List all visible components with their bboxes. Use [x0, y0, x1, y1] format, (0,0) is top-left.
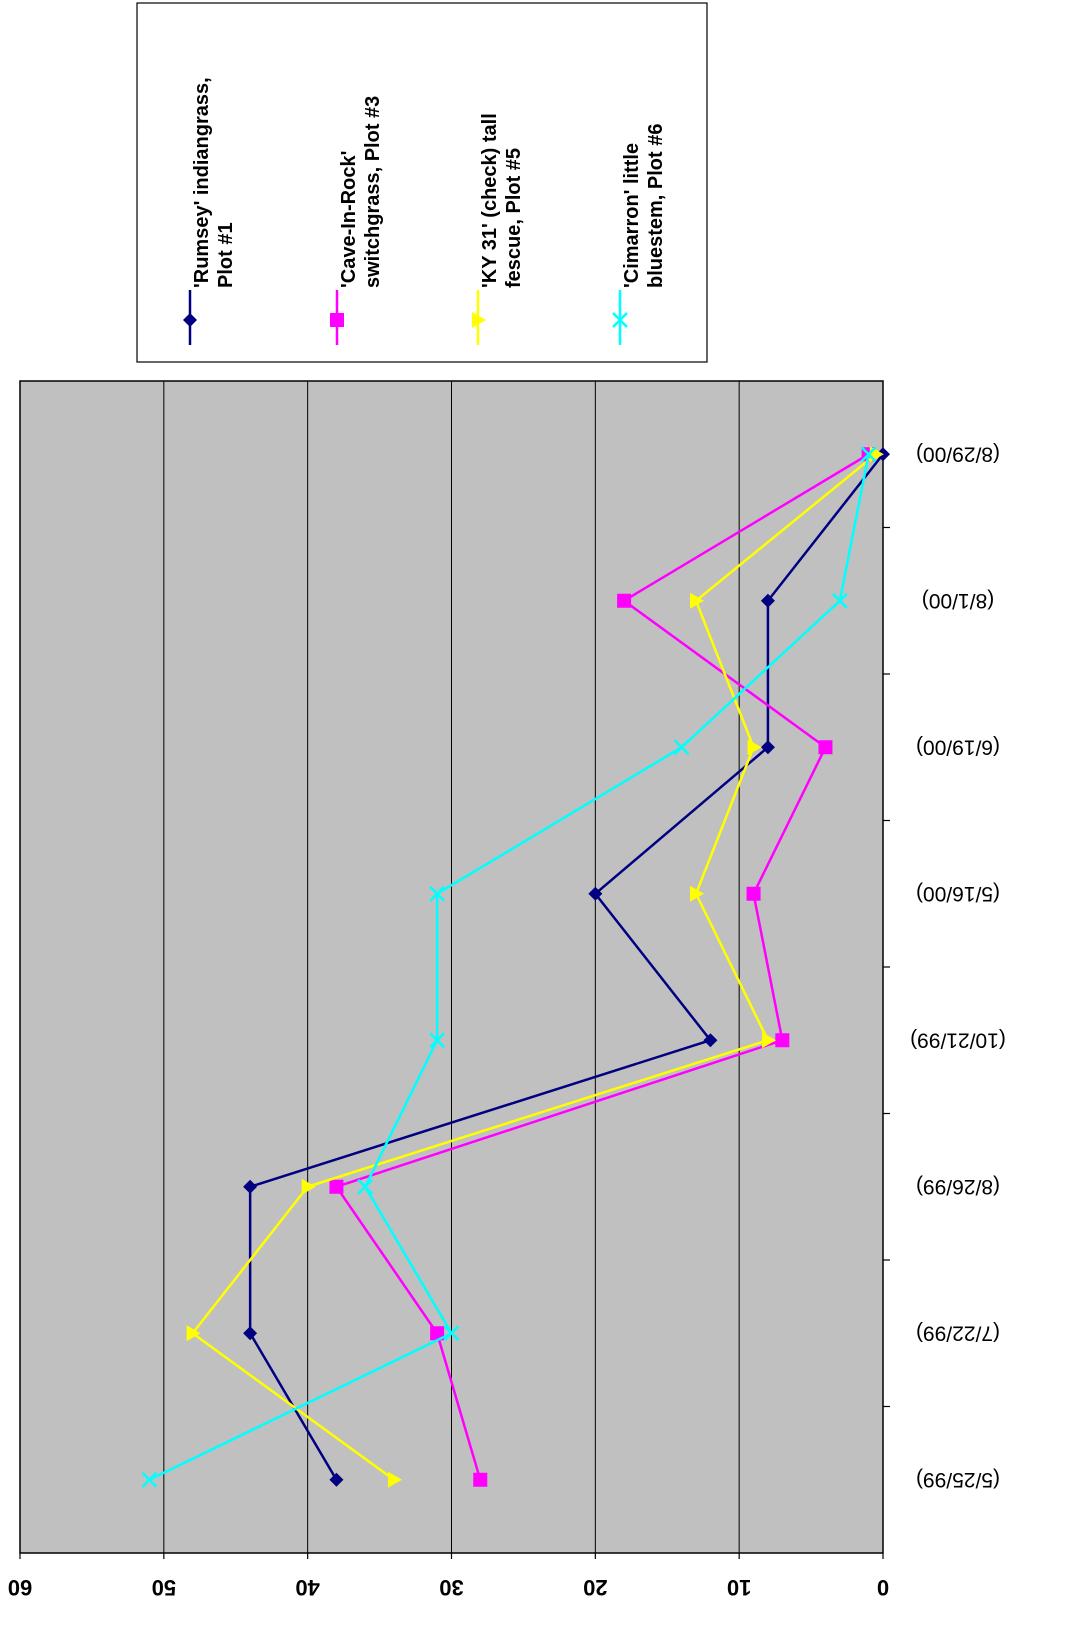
series-3-point — [761, 1032, 776, 1049]
legend-label-line: 'KY 31' (check) tall — [479, 113, 501, 288]
legend-marker — [472, 312, 486, 328]
x-tick-label: (5/25/99) — [916, 1468, 1000, 1491]
legend-label: 'Cave-In-Rock' switchgrass, Plot #3 — [338, 96, 384, 288]
series-2-point — [818, 740, 833, 755]
series-line-3 — [190, 453, 877, 1481]
legend-label-line: fescue, Plot #5 — [503, 148, 525, 288]
series-4-point — [860, 446, 877, 463]
legend-box — [136, 2, 708, 363]
legend-label: 'Cimarron' little bluestem, Plot #6 — [621, 124, 667, 289]
series-3-point — [301, 1178, 316, 1195]
series-layer — [141, 446, 890, 1488]
y-tick-label: 60 — [8, 1575, 32, 1600]
x-tick-label: (7/22/99) — [916, 1321, 1000, 1344]
legend-marker-stroke — [612, 312, 628, 328]
x-axis-tick-labels: (5/25/99) (7/22/99) (8/26/99) (10/21/99) (5/… — [910, 442, 1006, 1491]
series-1-point — [329, 1472, 344, 1487]
series-1-point — [243, 1326, 258, 1341]
legend-label: 'Rumsey' indiangrass, Plot #1 — [191, 77, 237, 288]
series-2-point — [617, 593, 632, 608]
series-4-point — [673, 739, 690, 756]
series-4-point-stroke — [443, 1325, 460, 1342]
gridlines — [163, 381, 740, 1553]
legend-label-line: bluestem, Plot #6 — [645, 124, 667, 289]
series-4-point-stroke — [860, 446, 877, 463]
series-4-point-stroke — [357, 1178, 374, 1195]
x-tick-label: (8/29/00) — [916, 442, 1000, 465]
series-1-point — [760, 593, 775, 608]
series-1-point — [760, 740, 775, 755]
y-tick-label: 30 — [439, 1575, 463, 1600]
series-4-point — [443, 1325, 460, 1342]
series-2-point — [329, 1179, 344, 1194]
x-tick-label: (10/21/99) — [910, 1028, 1006, 1051]
series-3-point — [747, 739, 762, 756]
y-tick-label: 10 — [727, 1575, 751, 1600]
series-4-point — [357, 1178, 374, 1195]
series-2-point — [775, 1033, 790, 1048]
series-4-point — [141, 1471, 158, 1488]
series-line-2 — [334, 453, 870, 1481]
series-4-point-stroke — [429, 1032, 446, 1049]
legend-label-line: 'Cave-In-Rock' — [338, 151, 360, 288]
x-tick-label: (8/26/99) — [916, 1175, 1000, 1198]
series-4-point — [429, 1032, 446, 1049]
legend-label-line: Plot #1 — [215, 222, 237, 288]
series-4-point — [429, 885, 446, 902]
legend-label: 'KY 31' (check) tall fescue, Plot #5 — [479, 113, 525, 288]
y-tick-label: 40 — [295, 1575, 319, 1600]
series-3-point — [186, 1325, 201, 1342]
series-4-point — [831, 592, 848, 609]
series-3-point — [690, 592, 705, 609]
legend-label-line: 'Cimarron' little — [621, 143, 643, 288]
legend-label-line: switchgrass, Plot #3 — [362, 96, 384, 288]
series-3-point — [690, 885, 705, 902]
x-tick-label: (6/19/00) — [916, 735, 1000, 758]
legend-marker — [612, 312, 628, 328]
axes — [19, 526, 890, 1559]
series-1-point — [243, 1179, 258, 1194]
series-line-1 — [248, 453, 884, 1481]
legend-marker — [183, 313, 197, 327]
series-2-point — [430, 1326, 445, 1341]
legend-label-line: 'Rumsey' indiangrass, — [191, 77, 213, 288]
y-axis-tick-labels: 0 10 20 30 40 50 60 — [8, 1575, 889, 1600]
x-tick-label: (5/16/00) — [916, 882, 1000, 905]
series-1-point — [588, 886, 603, 901]
series-4-point-stroke — [673, 739, 690, 756]
series-1-point — [703, 1033, 718, 1048]
y-tick-label: 20 — [583, 1575, 607, 1600]
series-3-point — [387, 1471, 402, 1488]
y-tick-label: 50 — [152, 1575, 176, 1600]
legend: 'Rumsey' indiangrass, Plot #1 'Cave-In-Roc… — [136, 2, 708, 363]
series-4-point-stroke — [141, 1471, 158, 1488]
series-4-point-stroke — [831, 592, 848, 609]
x-tick-label: (8/1/00) — [922, 589, 994, 612]
legend-marker — [330, 313, 344, 327]
y-tick-label: 0 — [877, 1575, 889, 1600]
series-2-point — [473, 1472, 488, 1487]
series-line-4 — [148, 454, 870, 1481]
series-2-point — [746, 886, 761, 901]
series-4-point-stroke — [429, 885, 446, 902]
